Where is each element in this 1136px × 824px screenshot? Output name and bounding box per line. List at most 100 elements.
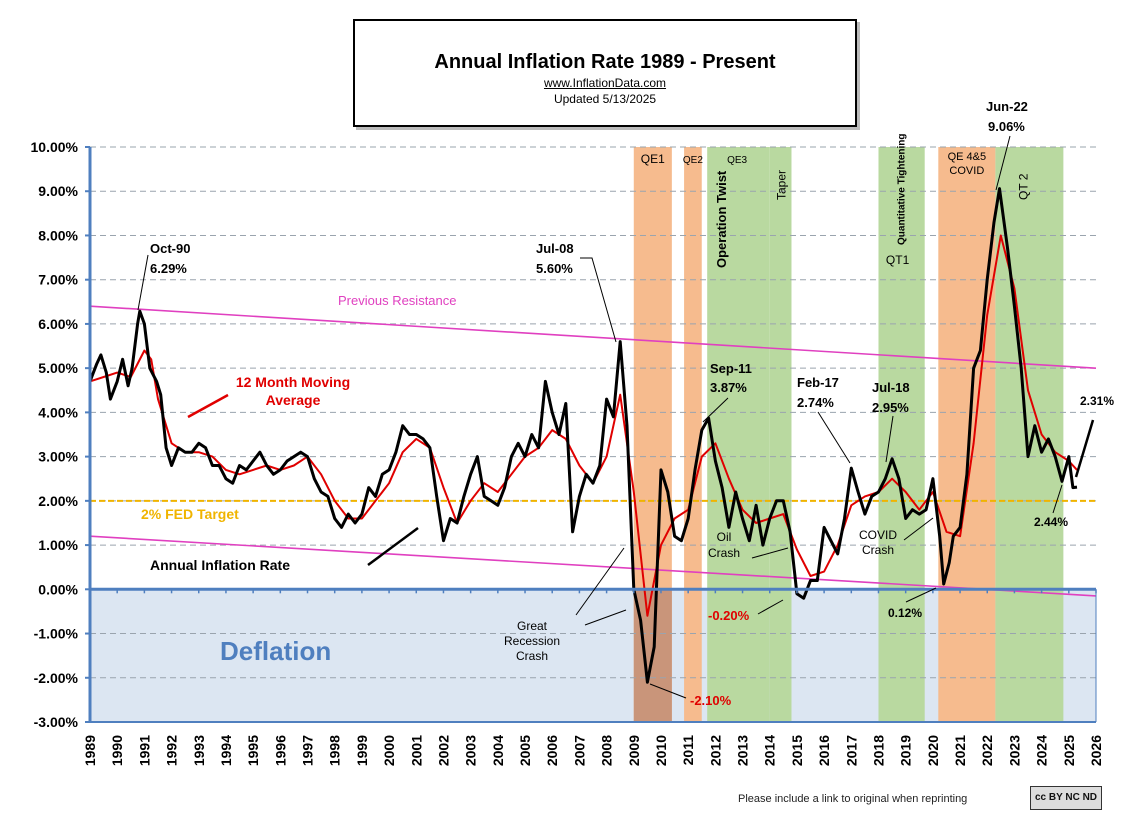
- annotation-label: Sep-11: [710, 361, 752, 376]
- policy-band: [938, 147, 996, 722]
- annotation-label: 2.74%: [797, 395, 834, 410]
- y-tick-label: 4.00%: [38, 404, 78, 420]
- x-tick-label: 2005: [517, 735, 533, 766]
- band-label: Operation Twist: [714, 170, 729, 268]
- policy-band: [707, 147, 770, 722]
- x-tick-label: 1998: [327, 735, 343, 766]
- annotation-leader: [584, 609, 627, 626]
- deflation-label: Deflation: [220, 636, 331, 666]
- x-tick-label: 2012: [707, 735, 723, 766]
- y-tick-label: 8.00%: [38, 227, 78, 243]
- x-tick-label: 2021: [952, 735, 968, 766]
- y-tick-label: 1.00%: [38, 537, 78, 553]
- band-label: QE1: [641, 152, 665, 166]
- x-tick-label: 1989: [82, 735, 98, 766]
- x-tick-label: 1999: [354, 735, 370, 766]
- annotation-leader: [885, 415, 894, 463]
- annotation-label: Oct-90: [150, 241, 190, 256]
- x-tick-label: 1993: [191, 735, 207, 766]
- source-link[interactable]: www.InflationData.com: [543, 76, 667, 90]
- annotation-leader: [575, 547, 625, 616]
- chart-title: Annual Inflation Rate 1989 - Present: [434, 51, 776, 73]
- annotation-leader: [702, 397, 729, 423]
- crash-label: Oil: [717, 530, 732, 544]
- x-tick-label: 2020: [925, 735, 941, 766]
- band-label: QE3: [727, 155, 747, 166]
- crash-label: Crash: [516, 649, 548, 663]
- annotation-label: -0.20%: [708, 608, 750, 623]
- y-tick-label: 6.00%: [38, 316, 78, 332]
- x-tick-label: 1995: [245, 735, 261, 766]
- x-tick-label: 2016: [816, 735, 832, 766]
- x-tick-label: 2018: [870, 735, 886, 766]
- x-tick-label: 2003: [463, 735, 479, 766]
- annotation-leader: [751, 547, 789, 559]
- x-tick-label: 2026: [1088, 735, 1104, 766]
- x-tick-label: 2007: [571, 735, 587, 766]
- x-tick-label: 2024: [1034, 735, 1050, 766]
- x-tick-label: 2004: [490, 735, 506, 766]
- x-tick-label: 2022: [979, 735, 995, 766]
- creative-commons-icon[interactable]: cc BY NC ND: [1030, 786, 1102, 810]
- background-layer: [90, 147, 1096, 722]
- annotation-leader: [1052, 484, 1063, 514]
- crash-label: Great: [517, 619, 548, 633]
- annotation-label: 2.31%: [1080, 394, 1114, 408]
- x-tick-label: 2017: [843, 735, 859, 766]
- annotation-label: Feb-17: [797, 375, 839, 390]
- x-tick-label: 1994: [218, 735, 234, 766]
- policy-band: [684, 147, 702, 722]
- x-tick-label: 1990: [109, 735, 125, 766]
- y-tick-label: 7.00%: [38, 272, 78, 288]
- x-tick-label: 2009: [626, 735, 642, 766]
- y-tick-label: 5.00%: [38, 360, 78, 376]
- annotation-label: Jul-08: [536, 241, 574, 256]
- x-tick-label: 2000: [381, 735, 397, 766]
- y-tick-label: -1.00%: [34, 626, 79, 642]
- annotation-arrow: [1074, 419, 1095, 478]
- annotation-leader: [649, 683, 687, 699]
- annotation-label: Jun-22: [986, 99, 1028, 114]
- annotation-label: -2.10%: [690, 693, 732, 708]
- annotation-leader: [905, 587, 937, 603]
- band-label: Quantitative Tightening: [896, 134, 907, 245]
- series-line-support: [89, 535, 1097, 597]
- band-label: QT1: [886, 253, 910, 267]
- axis-layer: 10.00% 9.00% 8.00% 7.00% 6.00% 5.00% 4.00% 3.00…: [31, 139, 1104, 766]
- x-tick-label: 2008: [599, 735, 615, 766]
- annotation-leader: [817, 411, 851, 464]
- deflation-region: [90, 589, 1096, 722]
- x-tick-label: 1992: [164, 735, 180, 766]
- y-tick-label: 9.00%: [38, 183, 78, 199]
- band-label: QE2: [683, 155, 703, 166]
- annotation-label: 9.06%: [988, 119, 1025, 134]
- series-line-annual-inflation-rate: [88, 187, 1078, 684]
- moving-average-label: Average: [266, 392, 321, 408]
- annotation-label: 6.29%: [150, 261, 187, 276]
- annotation-label: 0.12%: [888, 606, 922, 620]
- series-line-12-month-moving-average: [89, 234, 1078, 617]
- x-tick-label: 2013: [735, 735, 751, 766]
- x-tick-label: 2014: [762, 735, 778, 766]
- band-label: Taper: [775, 170, 789, 200]
- moving-average-label: 12 Month Moving: [236, 374, 350, 390]
- x-tick-label: 2006: [544, 735, 560, 766]
- x-tick-label: 1991: [136, 735, 152, 766]
- footer-note: Please include a link to original when r…: [738, 793, 968, 805]
- series-line-previous-resistance: [89, 305, 1097, 369]
- annotation-leader: [903, 517, 934, 541]
- x-tick-label: 2015: [789, 735, 805, 766]
- fed-target-label: 2% FED Target: [141, 506, 239, 522]
- x-tick-label: 2002: [435, 735, 451, 766]
- band-label: COVID: [949, 165, 984, 177]
- y-tick-label: -2.00%: [34, 670, 79, 686]
- y-tick-label: -3.00%: [34, 714, 79, 730]
- crash-label: COVID: [859, 528, 897, 542]
- x-tick-label: 2010: [653, 735, 669, 766]
- y-tick-label: 0.00%: [38, 581, 78, 597]
- y-tick-label: 10.00%: [31, 139, 79, 155]
- annotation-label: 2.95%: [872, 400, 909, 415]
- series-layer: [88, 187, 1097, 684]
- annotation-label: 5.60%: [536, 261, 573, 276]
- band-label: QT 2: [1016, 173, 1030, 200]
